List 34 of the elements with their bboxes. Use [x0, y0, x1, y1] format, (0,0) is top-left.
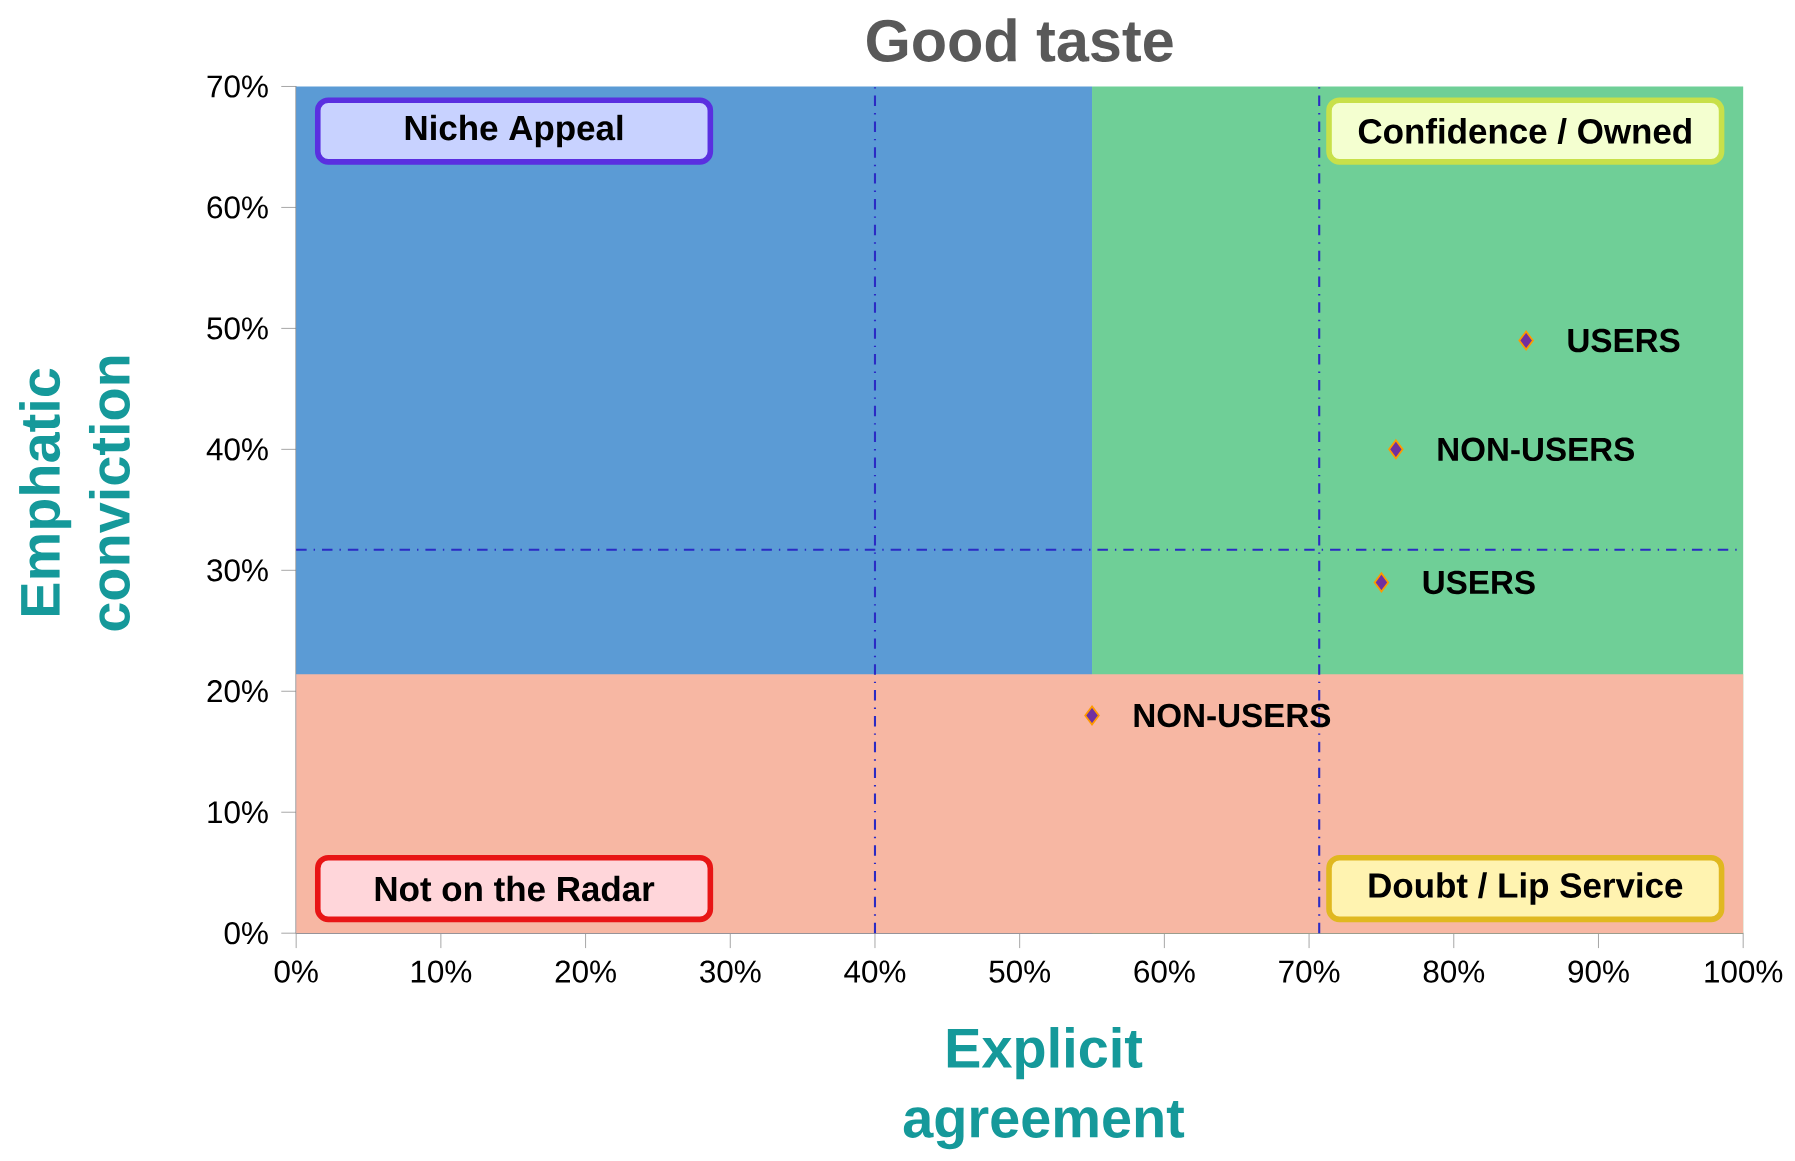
data-label: NON-USERS: [1134, 703, 1331, 728]
annotation: Doubt / Lip Service: [1369, 872, 1683, 905]
point: [1084, 705, 1100, 726]
y-tick-label: 10%: [208, 801, 268, 824]
point: [1373, 572, 1390, 593]
y-axis-title: Emphatic conviction: [19, 356, 130, 631]
x-tick-label: 100%: [1705, 960, 1783, 983]
data-label: USERS: [1423, 570, 1535, 595]
x-tick-label: 70%: [1279, 960, 1340, 983]
y-tick-label: 0%: [224, 922, 268, 945]
data-label: USERS: [1568, 328, 1680, 353]
x-tick-label: 40%: [844, 960, 906, 983]
y-tick-label: 20%: [207, 680, 268, 703]
x-tick-label: 20%: [555, 960, 616, 983]
point: [1388, 439, 1404, 460]
x-axis-title: Explicit agreement: [903, 1027, 1185, 1150]
annotation: Confidence / Owned: [1358, 118, 1691, 145]
y-tick-label: 30%: [207, 559, 268, 582]
y-tick-label: 50%: [207, 317, 268, 340]
x-tick-label: 50%: [989, 960, 1051, 983]
x-tick-label: 30%: [700, 960, 761, 983]
x-tick-label: 10%: [411, 960, 472, 983]
annotation: Niche Appeal: [405, 114, 623, 148]
data-label: NON-USERS: [1438, 437, 1635, 462]
x-tick-label: 80%: [1423, 960, 1485, 983]
y-tick-label: 40%: [206, 438, 268, 461]
y-tick-label: 70%: [207, 75, 268, 98]
point: [1518, 330, 1534, 351]
x-tick-label: 90%: [1568, 960, 1629, 983]
x-tick-label: 60%: [1134, 960, 1195, 983]
annotation: Not on the Radar: [375, 875, 655, 902]
chart-title: Good taste: [867, 18, 1173, 62]
x-tick-label: 0%: [274, 960, 318, 983]
y-tick-label: 60%: [207, 196, 268, 219]
